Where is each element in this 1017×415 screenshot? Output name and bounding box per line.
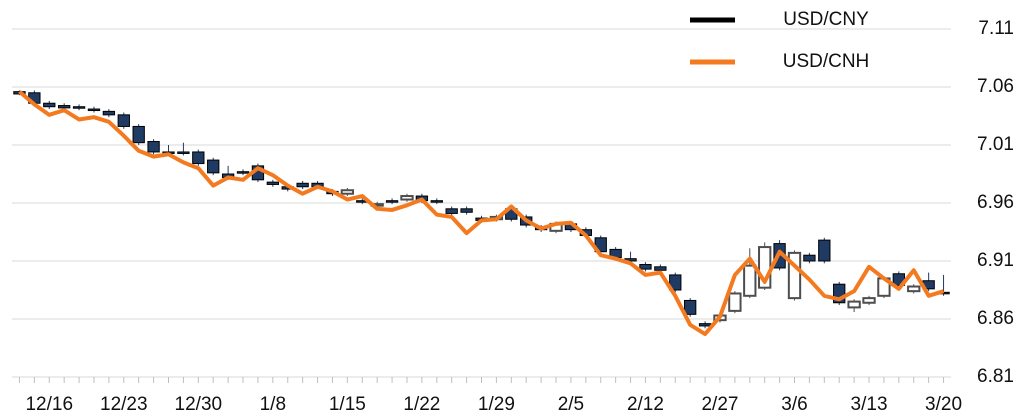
candle-body (728, 292, 742, 312)
candle-body (58, 105, 71, 109)
y-tick-label: 7.01 (977, 134, 1014, 155)
candle-body (207, 159, 220, 174)
legend-label: USD/CNH (783, 51, 870, 72)
y-tick-label: 7.06 (977, 76, 1014, 97)
candle-body (818, 239, 831, 262)
y-tick-label: 6.96 (977, 192, 1014, 213)
candle-body (654, 266, 667, 271)
candle-body (177, 151, 190, 154)
candle-body (147, 141, 160, 153)
x-tick-label: 1/8 (260, 394, 286, 415)
x-tick-label: 1/29 (478, 394, 515, 415)
candle-body (117, 114, 130, 127)
candle-body (639, 263, 652, 270)
candle-body (72, 106, 86, 109)
candle-body (400, 195, 414, 201)
candle-body (684, 299, 697, 315)
candle-body (907, 285, 921, 293)
y-tick-label: 6.81 (977, 366, 1014, 387)
x-tick-label: 12/23 (100, 394, 148, 415)
x-tick-label: 3/13 (851, 394, 888, 415)
candle-body (236, 171, 250, 174)
x-tick-label: 3/6 (781, 394, 807, 415)
candle-body (340, 189, 355, 195)
candle-body (266, 181, 279, 185)
candle-body (698, 323, 712, 327)
x-tick-label: 1/22 (403, 394, 440, 415)
candle-body (192, 151, 205, 165)
candle-body (460, 208, 473, 213)
y-tick-label: 7.11 (978, 18, 1014, 39)
candle-body (445, 208, 458, 214)
candle-body (787, 251, 802, 300)
candle-body (743, 264, 757, 297)
x-tick-label: 12/30 (175, 394, 223, 415)
candle-body (87, 108, 101, 112)
candle-body (833, 283, 846, 304)
x-tick-label: 1/15 (329, 394, 366, 415)
x-tick-label: 2/27 (701, 394, 738, 415)
y-tick-label: 6.91 (977, 250, 1014, 271)
candle-body (102, 110, 116, 116)
x-tick-label: 12/16 (25, 394, 73, 415)
legend-label: USD/CNY (783, 9, 869, 30)
candle-body (803, 254, 816, 262)
x-tick-label: 2/12 (627, 394, 664, 415)
candle-body (430, 200, 443, 203)
candle-body (43, 102, 56, 108)
candle-body (385, 200, 399, 203)
candle-body (847, 300, 861, 309)
candle-body (132, 125, 145, 144)
candle-body (296, 182, 309, 188)
candle-body (862, 297, 876, 304)
x-tick-label: 2/5 (558, 394, 584, 415)
y-tick-label: 6.86 (977, 308, 1014, 329)
candle-body (669, 274, 682, 291)
line (18, 90, 945, 337)
x-tick-label: 3/20 (925, 394, 962, 415)
